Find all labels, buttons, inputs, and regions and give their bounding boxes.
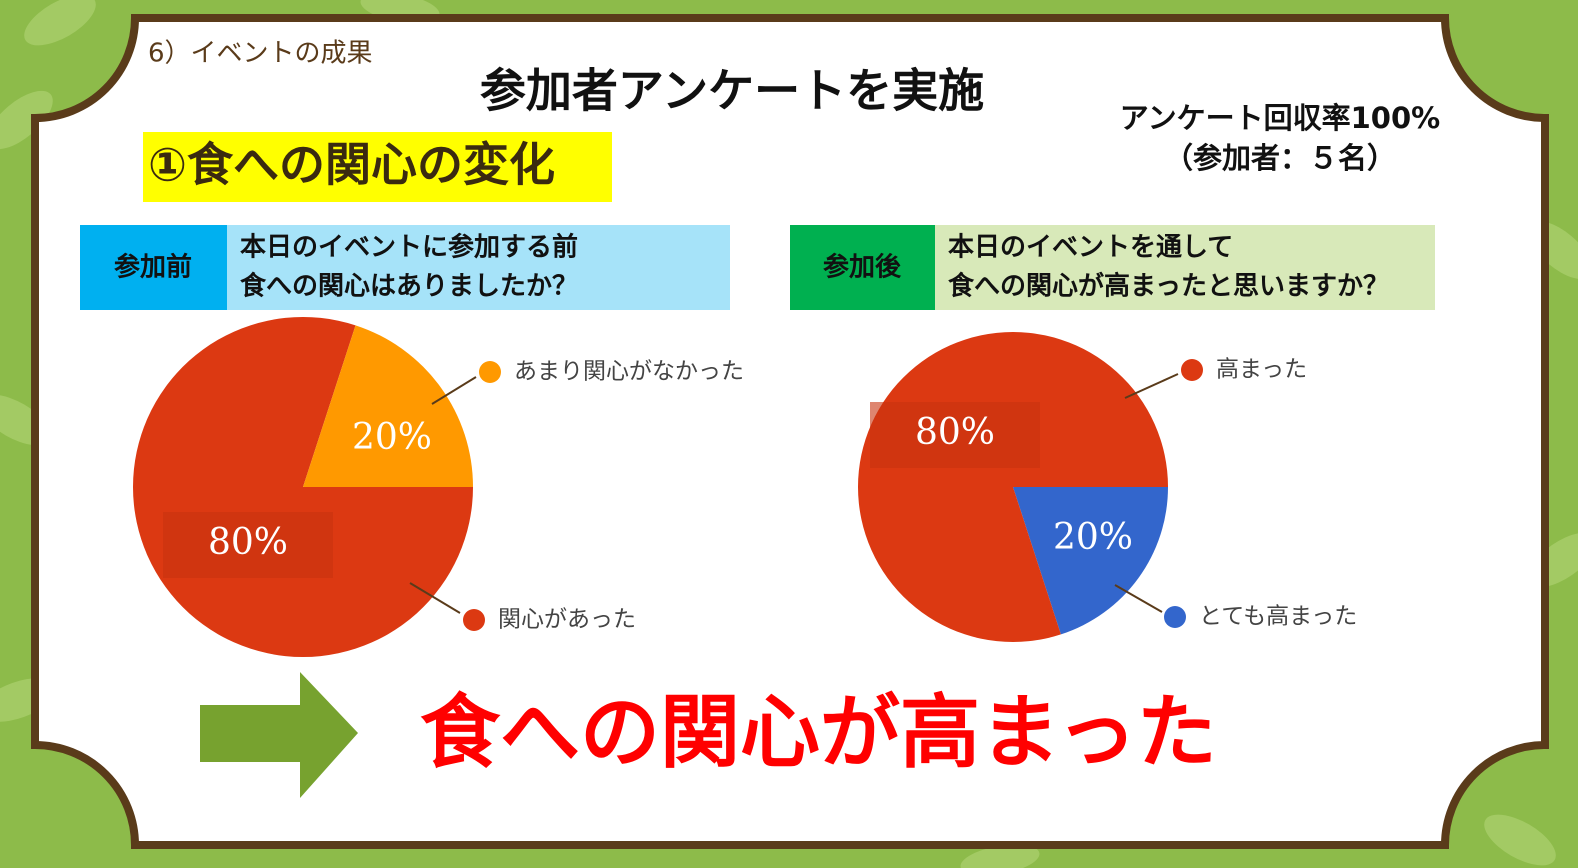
legend-dot xyxy=(479,361,501,383)
question-box xyxy=(227,225,730,310)
label-bg xyxy=(163,512,333,578)
question-tag-box xyxy=(80,225,227,310)
question-tag: 参加前 xyxy=(114,252,192,283)
label-bg xyxy=(870,402,1040,468)
legend-dot xyxy=(1181,359,1203,381)
topic-highlight xyxy=(143,132,612,202)
frame xyxy=(31,14,1549,849)
question-tag-box xyxy=(790,225,935,310)
legend-dot xyxy=(1164,606,1186,628)
legend-label: とても高まった xyxy=(1199,604,1357,630)
section-label: 6）イベントの成果 xyxy=(148,39,373,69)
legend-dot xyxy=(463,609,485,631)
question-line: 食への関心が高まったと思いますか？ xyxy=(948,271,1389,302)
question-line: 本日のイベントに参加する前 xyxy=(240,232,578,263)
percent-label: 20% xyxy=(352,417,432,458)
percent-label: 80% xyxy=(915,412,995,453)
response-rate: アンケート回収率100% xyxy=(1120,101,1440,135)
participants: （参加者：５名） xyxy=(1164,141,1396,175)
pie-slice xyxy=(303,325,473,487)
leader-line xyxy=(431,376,477,405)
slide-title: 参加者アンケートを実施 xyxy=(480,64,984,118)
question-tag: 参加後 xyxy=(823,252,902,283)
leader-line xyxy=(1114,584,1163,613)
question-line: 本日のイベントを通して xyxy=(948,233,1233,263)
legend-label: 関心があった xyxy=(498,607,636,633)
pie-slice xyxy=(1013,487,1168,635)
legend-label: あまり関心がなかった xyxy=(514,359,744,385)
leader-line xyxy=(1124,373,1179,399)
percent-label: 80% xyxy=(208,522,288,563)
charts: 80% 関心があった 20% あまり関心がなかった 20% とても高まった 80% 高まった xyxy=(133,316,1357,657)
legend-label: 高まった xyxy=(1216,357,1307,383)
conclusion: 食への関心が高まった xyxy=(420,686,1217,779)
topic: ①食への関心の変化 xyxy=(148,138,555,192)
leader-line xyxy=(409,582,461,614)
question-line: 食への関心はありましたか？ xyxy=(240,271,578,302)
percent-label: 20% xyxy=(1053,517,1133,558)
arrow xyxy=(200,672,358,798)
question-box xyxy=(935,225,1435,310)
